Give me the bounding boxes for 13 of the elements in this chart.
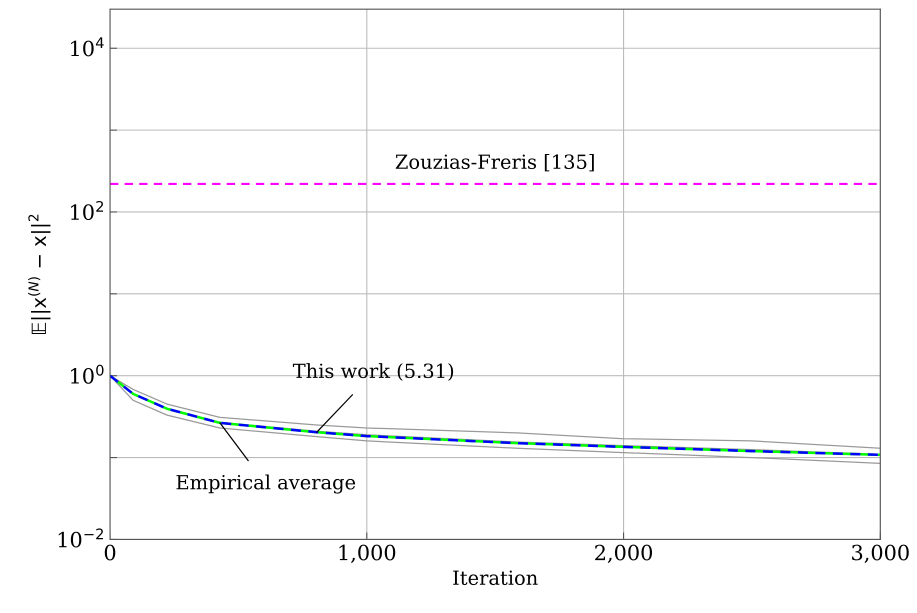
- x-tick-label: 2,000: [595, 544, 652, 563]
- y-tick-label: 10$^{4}$: [71, 37, 104, 56]
- x-tick-label: 0: [104, 544, 116, 560]
- x-tick-label: 3,000: [852, 544, 909, 563]
- x-tick-label: 1,000: [340, 544, 396, 563]
- y-tick-label: 10$^{0}$: [71, 364, 104, 384]
- annotation: This work (5.31): [292, 363, 454, 381]
- y-tick-label: 10$^{−2}$: [58, 528, 103, 548]
- y-axis-title: 𝔼||x$^{(N)}$ − x||$^{2}$: [28, 214, 50, 334]
- y-tick-label: 10$^{2}$: [71, 200, 104, 220]
- ref-line-label: Zouzias-Freris [135]: [396, 154, 594, 172]
- x-axis-title: Iteration: [453, 570, 538, 586]
- annotation: Empirical average: [176, 474, 356, 494]
